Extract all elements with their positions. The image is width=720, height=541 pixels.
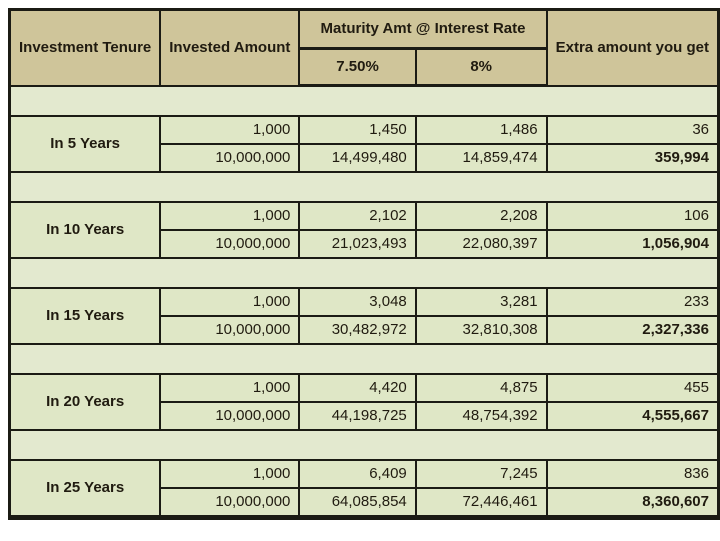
table-row-5y-large: 10,000,000 14,499,480 14,859,474 359,994 (10, 143, 720, 173)
table-row-20y-small: In 20 Years 1,000 4,420 4,875 455 (8, 373, 720, 431)
invested-amount-cell: 1,000 (159, 115, 301, 145)
maturity-750-cell: 2,102 (298, 201, 417, 231)
maturity-800-cell: 72,446,461 (414, 487, 548, 519)
tenure-label-10y: In 10 Years (8, 201, 162, 259)
extra-amount-cell: 836 (545, 459, 720, 489)
invested-amount-cell: 10,000,000 (159, 229, 301, 259)
maturity-750-cell: 3,048 (298, 287, 417, 317)
maturity-800-cell: 22,080,397 (414, 229, 548, 259)
extra-amount-cell: 359,994 (545, 143, 720, 173)
extra-amount-cell: 2,327,336 (545, 315, 720, 345)
maturity-800-cell: 2,208 (414, 201, 548, 231)
tenure-label-25y: In 25 Years (8, 459, 162, 519)
invested-amount-cell: 10,000,000 (159, 315, 301, 345)
maturity-800-cell: 32,810,308 (414, 315, 548, 345)
table-row-25y-large: 10,000,000 64,085,854 72,446,461 8,360,6… (10, 487, 720, 519)
header-extra-amount: Extra amount you get (545, 8, 720, 87)
maturity-800-cell: 3,281 (414, 287, 548, 317)
extra-amount-cell: 233 (545, 287, 720, 317)
table-row-15y-large: 10,000,000 30,482,972 32,810,308 2,327,3… (10, 315, 720, 345)
header-maturity-group: Maturity Amt @ Interest Rate (298, 8, 548, 50)
extra-amount-cell: 455 (545, 373, 720, 403)
maturity-800-cell: 14,859,474 (414, 143, 548, 173)
extra-amount-cell: 36 (545, 115, 720, 145)
investment-comparison-table: Investment Tenure Invested Amount Maturi… (8, 8, 720, 520)
maturity-800-cell: 1,486 (414, 115, 548, 145)
invested-amount-cell: 10,000,000 (159, 143, 301, 173)
maturity-800-cell: 4,875 (414, 373, 548, 403)
maturity-750-cell: 6,409 (298, 459, 417, 489)
maturity-750-cell: 1,450 (298, 115, 417, 145)
maturity-750-cell: 4,420 (298, 373, 417, 403)
invested-amount-cell: 1,000 (159, 201, 301, 231)
extra-amount-cell: 1,056,904 (545, 229, 720, 259)
table-row-15y-small: In 15 Years 1,000 3,048 3,281 233 (8, 287, 720, 345)
maturity-750-cell: 14,499,480 (298, 143, 417, 173)
extra-amount-cell: 8,360,607 (545, 487, 720, 519)
table-row-25y-small: In 25 Years 1,000 6,409 7,245 836 (8, 459, 720, 519)
invested-amount-cell: 10,000,000 (159, 401, 301, 431)
spacer-row (9, 171, 719, 203)
maturity-800-cell: 7,245 (414, 459, 548, 489)
table-row-10y-small: In 10 Years 1,000 2,102 2,208 106 (8, 201, 720, 259)
spacer-row (9, 343, 719, 375)
table-header: Investment Tenure Invested Amount Maturi… (8, 8, 720, 87)
spacer-row (9, 84, 719, 117)
table-row-20y-large: 10,000,000 44,198,725 48,754,392 4,555,6… (10, 401, 720, 431)
header-invested-amount: Invested Amount (159, 8, 301, 87)
header-rate-8: 8% (414, 47, 548, 87)
spacer-row (9, 429, 719, 461)
invested-amount-cell: 10,000,000 (159, 487, 301, 519)
header-rate-7-50: 7.50% (298, 47, 417, 87)
invested-amount-cell: 1,000 (159, 287, 301, 317)
maturity-750-cell: 44,198,725 (298, 401, 417, 431)
tenure-label-15y: In 15 Years (8, 287, 162, 345)
maturity-750-cell: 30,482,972 (298, 315, 417, 345)
maturity-750-cell: 21,023,493 (298, 229, 417, 259)
maturity-800-cell: 48,754,392 (414, 401, 548, 431)
extra-amount-cell: 4,555,667 (545, 401, 720, 431)
header-investment-tenure: Investment Tenure (8, 8, 162, 87)
tenure-label-5y: In 5 Years (8, 115, 162, 173)
spacer-row (9, 257, 719, 289)
investment-comparison-table-wrap: Investment Tenure Invested Amount Maturi… (8, 8, 720, 520)
table-row-10y-large: 10,000,000 21,023,493 22,080,397 1,056,9… (10, 229, 720, 259)
table-row-5y-small: In 5 Years 1,000 1,450 1,486 36 (8, 115, 720, 173)
invested-amount-cell: 1,000 (159, 373, 301, 403)
tenure-label-20y: In 20 Years (8, 373, 162, 431)
maturity-750-cell: 64,085,854 (298, 487, 417, 519)
extra-amount-cell: 106 (545, 201, 720, 231)
invested-amount-cell: 1,000 (159, 459, 301, 489)
